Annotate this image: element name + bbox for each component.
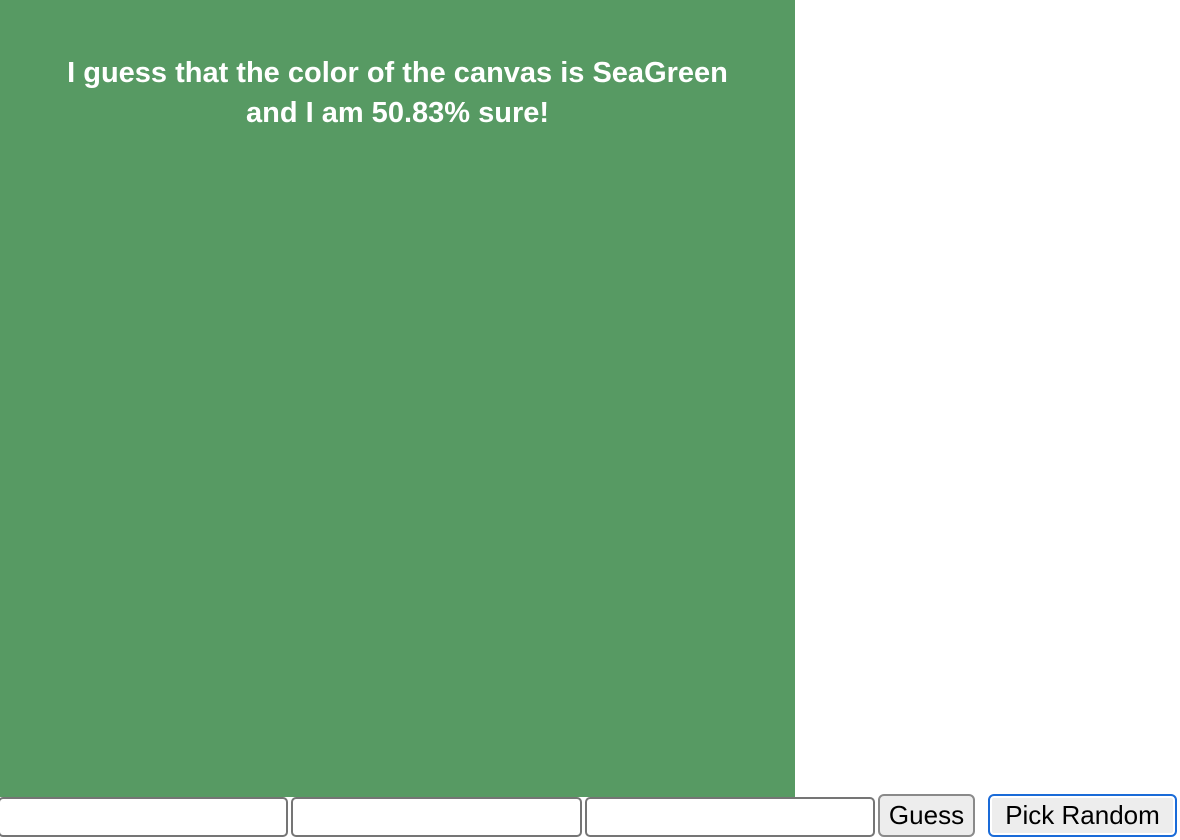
color-canvas: I guess that the color of the canvas is … xyxy=(0,0,795,797)
guess-button[interactable]: Guess xyxy=(878,794,975,837)
guess-caption-line1: I guess that the color of the canvas is … xyxy=(67,57,728,89)
color-input-2[interactable] xyxy=(291,797,582,837)
color-input-3[interactable] xyxy=(585,797,875,837)
guess-caption: I guess that the color of the canvas is … xyxy=(0,53,795,133)
pick-random-button[interactable]: Pick Random xyxy=(988,794,1177,837)
color-input-1[interactable] xyxy=(0,797,288,837)
guess-caption-line2: and I am 50.83% sure! xyxy=(245,97,550,129)
